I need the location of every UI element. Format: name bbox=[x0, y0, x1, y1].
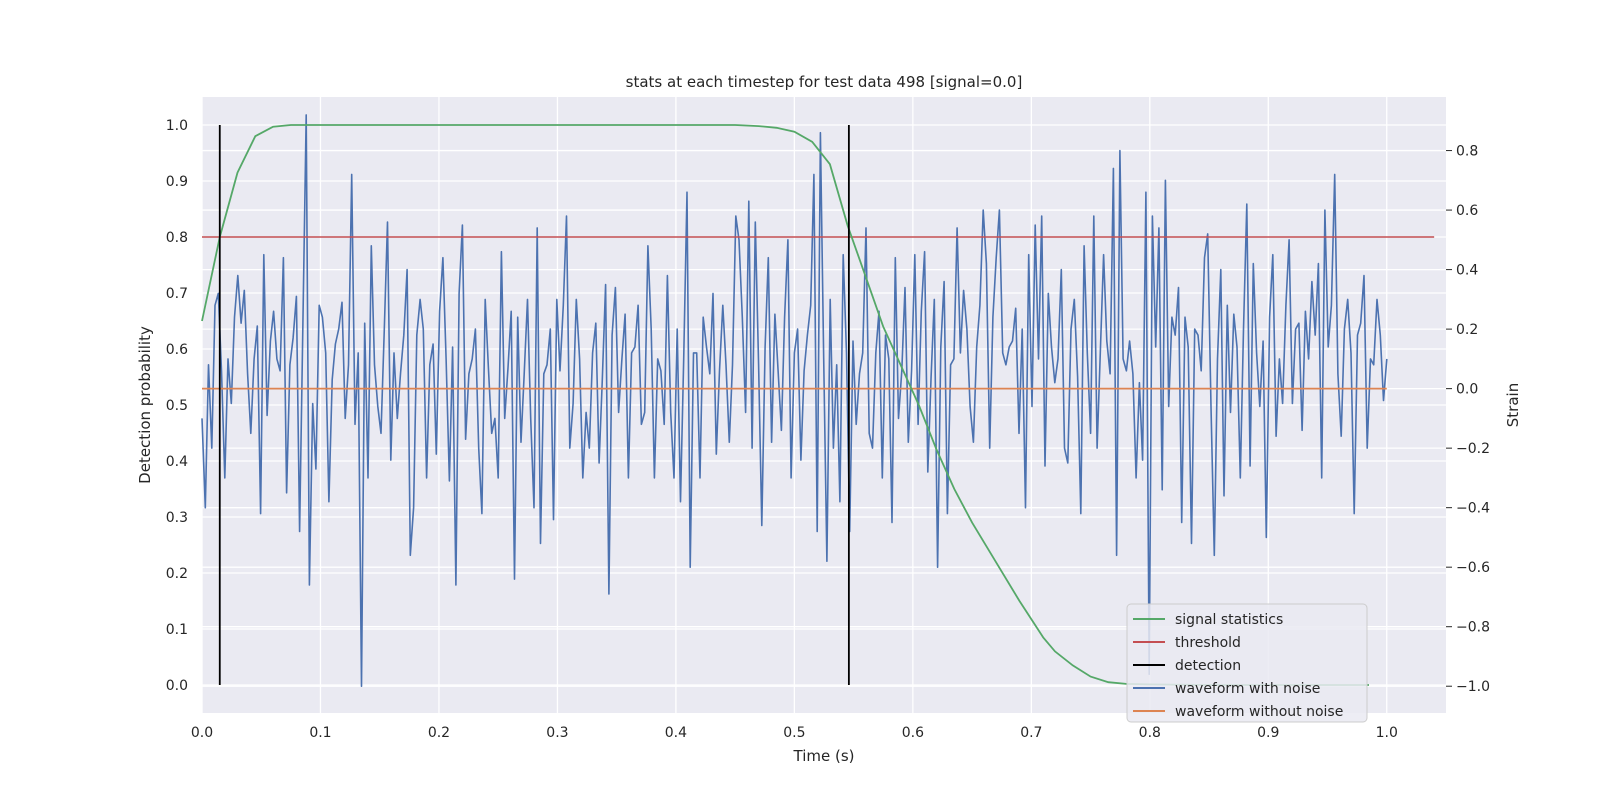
y-tick-label: 0.6 bbox=[166, 342, 188, 358]
y-tick-label: 0.2 bbox=[166, 566, 188, 582]
y-tick-label: 0.8 bbox=[166, 230, 188, 246]
y2-tick-label: −0.6 bbox=[1456, 560, 1490, 576]
legend-label-waveform-without-noise: waveform without noise bbox=[1175, 704, 1343, 720]
y-tick-label: 0.0 bbox=[166, 678, 188, 694]
y-tick-label: 0.5 bbox=[166, 398, 188, 414]
series-layer bbox=[201, 114, 1435, 687]
x-tick-label: 0.6 bbox=[902, 725, 924, 741]
y-tick-label: 0.9 bbox=[166, 174, 188, 190]
y-tick-label: 1.0 bbox=[166, 118, 188, 134]
chart-title: stats at each timestep for test data 498… bbox=[626, 73, 1023, 91]
legend-label-waveform-with-noise: waveform with noise bbox=[1175, 681, 1320, 697]
y2-tick-label: −0.4 bbox=[1456, 501, 1490, 517]
y2-tick-label: 0.6 bbox=[1456, 203, 1478, 219]
x-tick-label: 0.7 bbox=[1020, 725, 1042, 741]
y-axis-label: Detection probability bbox=[136, 326, 154, 484]
y2-tick-label: −1.0 bbox=[1456, 679, 1490, 695]
series-signal-statistics bbox=[201, 124, 1369, 686]
y2-tick-label: −0.2 bbox=[1456, 441, 1490, 457]
x-tick-label: 0.1 bbox=[309, 725, 331, 741]
y2-tick-label: 0.4 bbox=[1456, 263, 1478, 279]
x-tick-label: 0.4 bbox=[665, 725, 687, 741]
x-tick-label: 0.3 bbox=[546, 725, 568, 741]
axes: 0.0 0.1 0.2 0.3 0.4 0.5 0.6 0.7 0.8 0.9 1.0 0.0 0.1 0… bbox=[166, 118, 1490, 741]
x-tick-label: 1.0 bbox=[1376, 725, 1398, 741]
x-tick-label: 0.8 bbox=[1139, 725, 1161, 741]
x-tick-label: 0.9 bbox=[1257, 725, 1279, 741]
legend: signal statistics threshold detection wa… bbox=[1126, 603, 1368, 723]
legend-label-detection: detection bbox=[1175, 658, 1241, 674]
x-tick-label: 0.5 bbox=[783, 725, 805, 741]
y2-tick-label: 0.0 bbox=[1456, 382, 1478, 398]
y-tick-label: 0.1 bbox=[166, 622, 188, 638]
x-axis-label: Time (s) bbox=[793, 747, 855, 765]
y-tick-label: 0.3 bbox=[166, 510, 188, 526]
x-tick-label: 0.0 bbox=[191, 725, 213, 741]
y2-axis-label: Strain bbox=[1504, 383, 1522, 427]
y-tick-label: 0.4 bbox=[166, 454, 188, 470]
y2-tick-label: −0.8 bbox=[1456, 620, 1490, 636]
x-tick-label: 0.2 bbox=[428, 725, 450, 741]
legend-box bbox=[1126, 603, 1368, 723]
y2-tick-label: 0.2 bbox=[1456, 322, 1478, 338]
legend-label-threshold: threshold bbox=[1175, 635, 1241, 651]
legend-label-signal-statistics: signal statistics bbox=[1175, 612, 1283, 628]
y2-tick-label: 0.8 bbox=[1456, 144, 1478, 160]
y-tick-label: 0.7 bbox=[166, 286, 188, 302]
